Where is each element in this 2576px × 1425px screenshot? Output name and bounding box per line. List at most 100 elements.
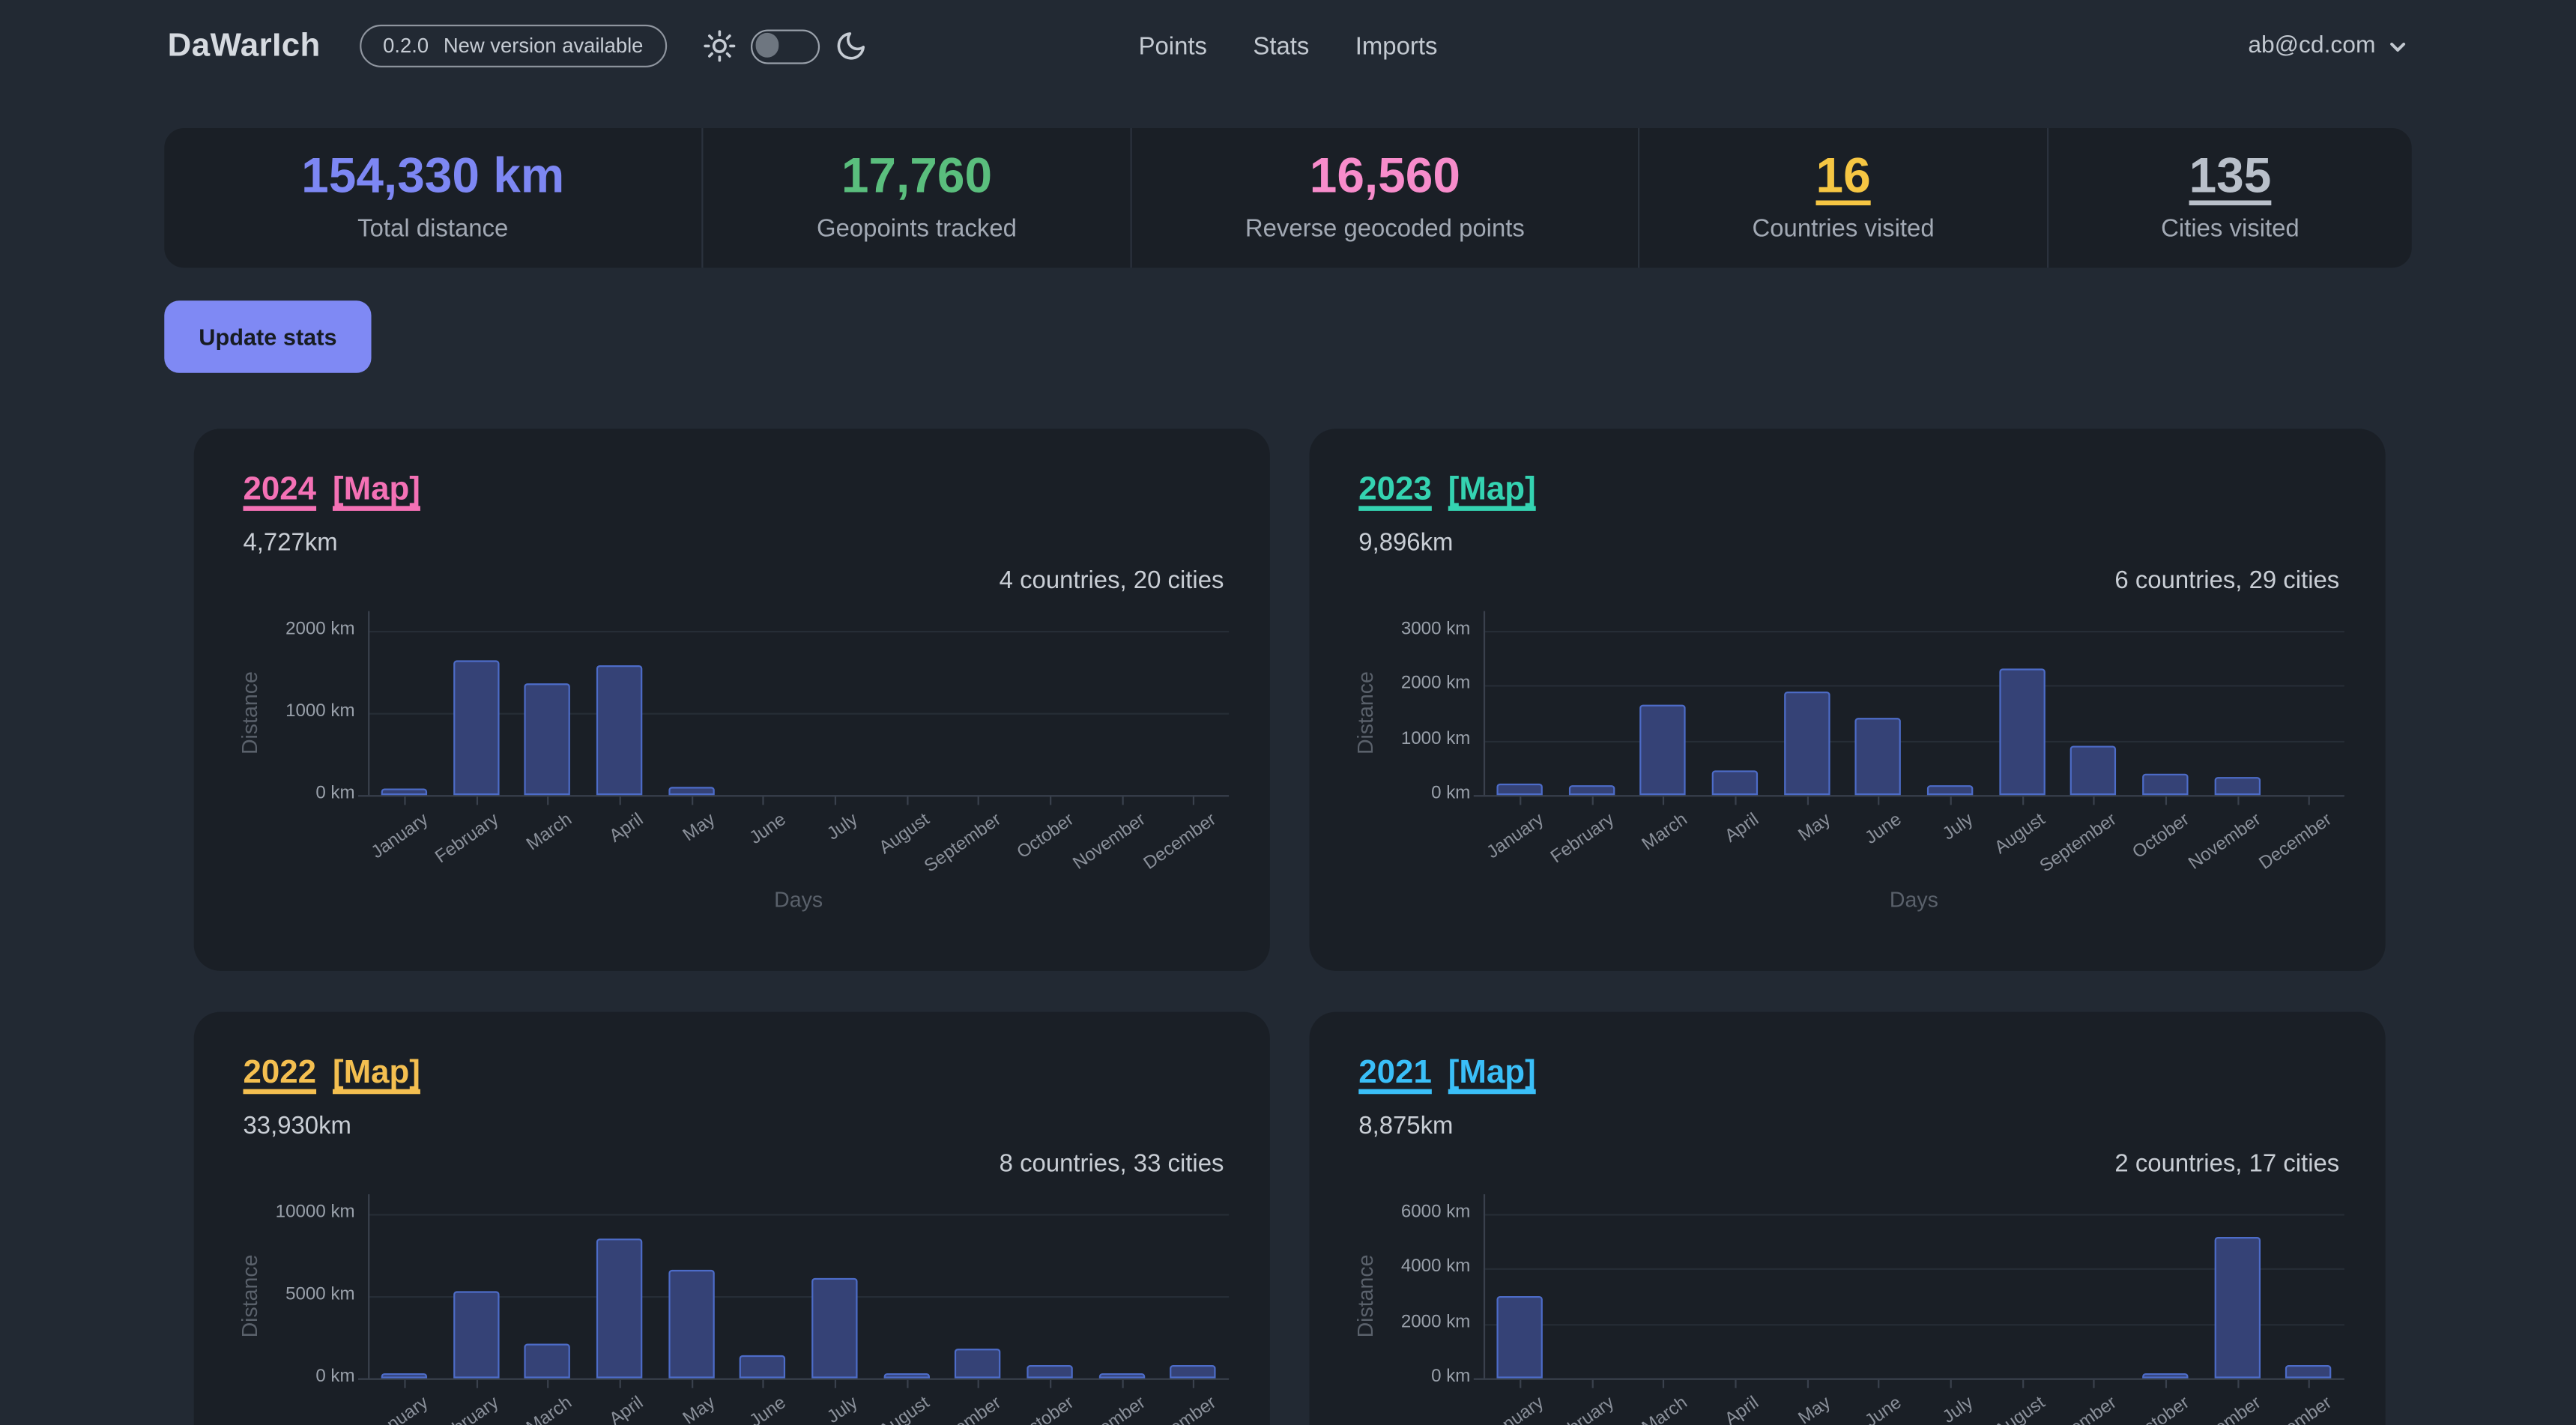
month-label: December [2257, 1393, 2336, 1425]
bar-july [811, 1277, 858, 1379]
bar-april [596, 665, 642, 796]
stat-label: Cities visited [2161, 215, 2300, 243]
year-summary: 8 countries, 33 cities [999, 1149, 1224, 1179]
month-label: August [876, 809, 934, 859]
month-label: September [922, 809, 1006, 877]
year-distance: 4,727km [243, 529, 338, 557]
month-label: May [1795, 809, 1834, 846]
month-label: July [1940, 809, 1978, 845]
year-link[interactable]: 2023 [1358, 471, 1432, 508]
monthly-distance-chart: 0 km 5000 km 10000 km January February March A… [194, 1181, 1270, 1425]
bar-september [2070, 745, 2117, 796]
bar-january [381, 788, 427, 796]
bar-february [453, 1291, 499, 1379]
bar-june [740, 1355, 786, 1379]
month-label: September [2037, 1393, 2121, 1425]
month-label: March [522, 1393, 575, 1425]
stat-total-distance: 154,330 km Total distance [164, 128, 701, 267]
version-badge[interactable]: 0.2.0 New version available [360, 24, 667, 67]
bar-april [1711, 770, 1758, 796]
month-label: April [605, 809, 647, 847]
stat-geopoints: 17,760 Geopoints tracked [701, 128, 1130, 268]
month-label: November [1069, 1393, 1149, 1425]
map-link[interactable]: [Map] [333, 471, 420, 508]
nav-link-imports[interactable]: Imports [1355, 31, 1438, 61]
monthly-distance-chart: 0 km 2000 km 4000 km 6000 km January February… [1310, 1181, 2386, 1425]
month-label: March [1638, 809, 1691, 855]
user-menu[interactable]: ab@cd.com [2248, 33, 2408, 59]
nav-link-stats[interactable]: Stats [1253, 31, 1310, 61]
month-label: December [1140, 809, 1221, 874]
monthly-distance-chart: 0 km 1000 km 2000 km January February March Ap… [194, 598, 1270, 959]
version-number: 0.2.0 [383, 34, 429, 58]
theme-toggle[interactable] [749, 28, 820, 64]
month-label: April [605, 1393, 647, 1425]
year-cards-grid: 2024 [Map] 4,727km 4 countries, 20 citie… [193, 429, 2386, 1425]
month-label: October [1013, 809, 1077, 863]
stats-summary-row: 154,330 km Total distance 17,760 Geopoin… [164, 128, 2412, 268]
stat-label: Countries visited [1752, 215, 1935, 243]
bar-october [2141, 1373, 2189, 1379]
map-link[interactable]: [Map] [1448, 471, 1536, 508]
stat-value: 154,330 km [301, 149, 565, 204]
nav-link-points[interactable]: Points [1138, 31, 1208, 61]
month-label: January [367, 1393, 432, 1425]
year-link[interactable]: 2024 [243, 471, 317, 508]
version-message: New version available [443, 34, 644, 58]
month-label: January [1483, 809, 1547, 863]
bar-january [381, 1373, 427, 1379]
bar-november [2213, 1237, 2260, 1379]
bar-october [2141, 773, 2189, 796]
bar-march [524, 1343, 571, 1379]
year-summary: 6 countries, 29 cities [2114, 566, 2340, 595]
year-link[interactable]: 2022 [243, 1054, 317, 1091]
theme-switcher [702, 28, 866, 64]
month-label: November [1069, 809, 1149, 874]
year-distance: 9,896km [1358, 529, 1454, 557]
cities-visited-link[interactable]: 135 [2189, 149, 2272, 204]
update-stats-button[interactable]: Update stats [164, 300, 372, 373]
stat-label: Geopoints tracked [816, 215, 1017, 243]
user-email: ab@cd.com [2248, 32, 2376, 59]
bar-august [1998, 668, 2045, 796]
bar-may [668, 1269, 714, 1379]
bar-april [596, 1238, 642, 1379]
year-distance: 8,875km [1358, 1112, 1454, 1140]
card-head: 2023 [Map] [1310, 429, 2386, 509]
month-label: August [1992, 1393, 2050, 1425]
bar-january [1496, 783, 1543, 796]
month-label: October [2129, 809, 2193, 863]
stat-label: Reverse geocoded points [1245, 215, 1525, 243]
map-link[interactable]: [Map] [333, 1054, 420, 1091]
bar-january [1496, 1295, 1543, 1379]
month-label: November [2185, 809, 2265, 874]
bar-august [883, 1373, 929, 1379]
month-label: April [1721, 1393, 1763, 1425]
stat-value: 17,760 [841, 149, 993, 204]
sun-icon [702, 29, 735, 62]
year-link[interactable]: 2021 [1358, 1054, 1432, 1091]
map-link[interactable]: [Map] [1448, 1054, 1536, 1091]
month-label: February [1548, 1393, 1619, 1425]
monthly-distance-chart: 0 km 1000 km 2000 km 3000 km January February… [1310, 598, 2386, 959]
bar-march [524, 683, 571, 796]
month-label: January [1483, 1393, 1547, 1425]
theme-toggle-knob [755, 32, 779, 57]
bar-november [2213, 777, 2260, 796]
countries-visited-link[interactable]: 16 [1815, 149, 1871, 204]
chevron-down-icon [2387, 35, 2409, 57]
month-label: May [679, 809, 719, 846]
month-label: February [432, 809, 504, 868]
month-label: February [1548, 809, 1619, 868]
month-label: July [824, 809, 862, 845]
stat-cities-visited: 135 Cities visited [2046, 128, 2412, 268]
month-label: December [2256, 809, 2336, 874]
month-label: November [2185, 1393, 2264, 1425]
bar-december [1170, 1365, 1216, 1379]
bar-may [668, 787, 714, 796]
month-label: March [522, 809, 575, 855]
month-label: August [876, 1393, 934, 1425]
app-logo[interactable]: DaWarIch [167, 27, 321, 64]
month-label: June [746, 809, 790, 849]
year-card-2022: 2022 [Map] 33,930km 8 countries, 33 citi… [193, 1011, 1270, 1425]
